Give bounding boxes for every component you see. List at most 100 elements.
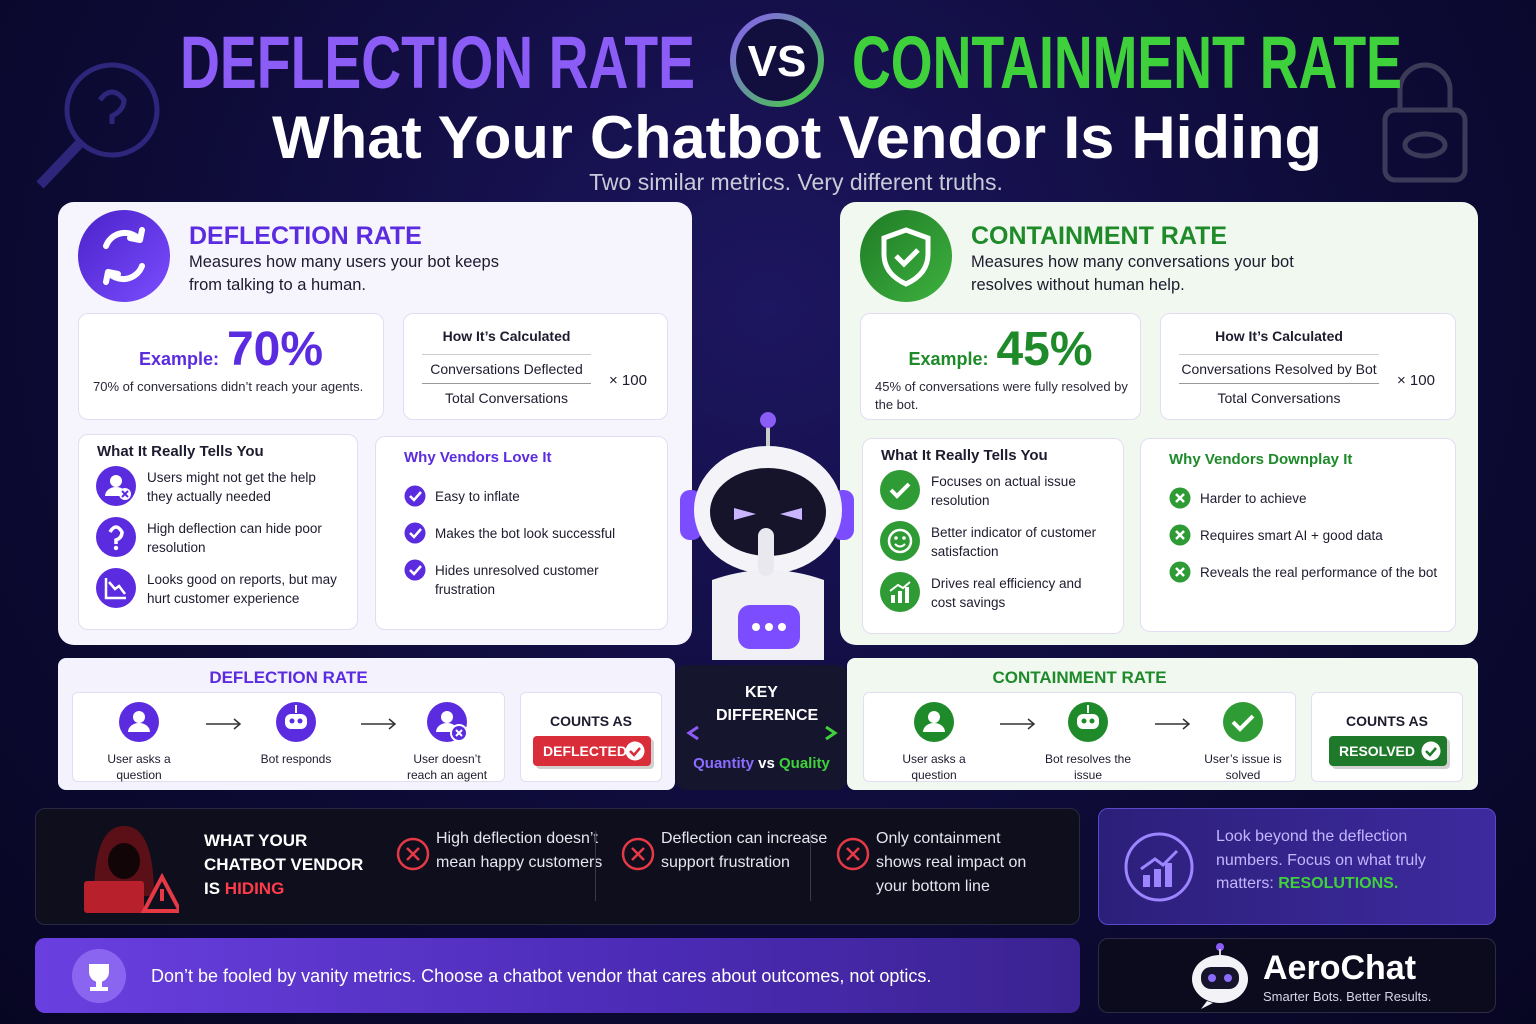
- robot: [680, 412, 854, 660]
- icon-shape: [409, 528, 422, 539]
- containment-flow: CONTAINMENT RATE User asks a question Bot …: [847, 658, 1478, 790]
- icon-shape: [1216, 943, 1224, 951]
- icon-shape: [113, 545, 119, 551]
- icon-shape: [1208, 974, 1216, 982]
- icon-shape: [1027, 718, 1036, 730]
- icon-shape: [894, 543, 906, 548]
- vendor-text: Easy to inflate: [435, 489, 520, 504]
- x-icon: [621, 837, 655, 871]
- step-label: Bot responds: [260, 752, 332, 766]
- title-right: CONTAINMENT RATE: [852, 21, 1402, 104]
- icon-shape: [825, 725, 838, 741]
- icon-shape: [140, 872, 179, 913]
- tell-icon: [879, 469, 921, 511]
- key-difference-title: KEY DIFFERENCE: [716, 684, 819, 724]
- icon-shape: [285, 714, 307, 729]
- icon-shape: [846, 847, 860, 861]
- vs-circle: [730, 13, 824, 107]
- icon-shape: [233, 718, 242, 730]
- tip-text: Look beyond the deflection numbers. Focu…: [1216, 825, 1466, 896]
- card-icon-svg: [860, 210, 952, 302]
- step-icon-svg: [427, 702, 468, 742]
- icon-shape: [1175, 530, 1185, 540]
- brand-logo: [1192, 943, 1248, 1009]
- calc-multiplier: × 100: [609, 372, 647, 389]
- hiding-title: WHAT YOUR CHATBOT VENDOR IS HIDING: [204, 829, 374, 901]
- vs-text: VS: [748, 37, 807, 86]
- tell-icon: [879, 520, 921, 562]
- step-icon-svg: [1223, 702, 1263, 742]
- icon-shape: [891, 595, 895, 603]
- step-label: User’s issue is solved: [1204, 752, 1282, 782]
- card-icon: [860, 210, 952, 302]
- icon-shape: [629, 747, 641, 757]
- tell-text: Better indicator of customer satisfactio…: [931, 525, 1097, 559]
- icon-shape: [621, 837, 655, 871]
- subtitle: What Your Chatbot Vendor Is Hiding: [272, 104, 1322, 171]
- divider: [810, 831, 811, 901]
- icon-shape: [1402, 131, 1448, 159]
- step-icon: [426, 701, 470, 745]
- vendor-text: Harder to achieve: [1200, 491, 1307, 506]
- icon-shape: [765, 623, 773, 631]
- icon-shape: [98, 89, 127, 124]
- divider: [595, 831, 596, 901]
- icon-shape: [1140, 849, 1179, 871]
- icon-shape: [108, 843, 140, 879]
- card-description: Measures how many conversations your bot…: [971, 253, 1294, 294]
- icon-shape: [388, 718, 397, 730]
- icon-shape: [1224, 974, 1232, 982]
- icon-shape: [894, 536, 898, 540]
- flow-arrow: [1000, 717, 1036, 730]
- footer-message: Don’t be fooled by vanity metrics. Choos…: [151, 966, 932, 986]
- step-label: Bot resolves the issue: [1044, 752, 1132, 782]
- vendors-title: Why Vendors Love It: [404, 449, 552, 466]
- icon-shape: [1077, 714, 1099, 729]
- hiding-point: Deflection can increase support frustrat…: [661, 830, 828, 871]
- calc-denominator: Total Conversations: [445, 390, 568, 406]
- icon-shape: [1201, 967, 1239, 989]
- icon-shape: [455, 729, 463, 737]
- calc-numerator: Conversations Deflected: [430, 361, 583, 377]
- card-heading: DEFLECTION RATE: [189, 222, 422, 250]
- hiding-banner: WHAT YOUR CHATBOT VENDOR IS HIDING High …: [35, 808, 1080, 925]
- tip-box: Look beyond the deflection numbers. Focu…: [1098, 808, 1496, 925]
- tell-icon-svg: [880, 521, 920, 561]
- icon-shape: [121, 490, 129, 498]
- icon-shape: [36, 139, 84, 189]
- icon-shape: [1201, 1001, 1213, 1009]
- tell-icon: [95, 567, 137, 609]
- tell-icon-svg: [96, 466, 136, 506]
- tell-icon-svg: [880, 572, 920, 612]
- hiding-title-text: WHAT YOUR CHATBOT VENDOR IS: [204, 831, 364, 898]
- vendor-mark: [1169, 524, 1191, 546]
- tells-title: What It Really Tells You: [97, 443, 264, 460]
- vendors-box: Why Vendors Love It Easy to inflate Makes …: [375, 436, 668, 630]
- icon-shape: [409, 565, 422, 576]
- counts-label: COUNTS AS: [550, 713, 632, 729]
- brand-name: AeroChat: [1263, 949, 1417, 987]
- icon-shape: [1231, 714, 1255, 732]
- tell-text: Looks good on reports, but may hurt cust…: [147, 572, 337, 606]
- deflection-flow: DEFLECTION RATE User asks a question Bot r…: [58, 658, 675, 790]
- icon-shape: [110, 475, 122, 487]
- tells-box: What It Really Tells You Users might not …: [78, 434, 358, 630]
- example-label: Example:: [908, 349, 989, 369]
- flow-arrow: [361, 717, 397, 730]
- icon-shape: [780, 508, 802, 520]
- tell-icon-svg: [880, 470, 920, 510]
- x-icon-svg: [396, 837, 430, 871]
- deflection-card: DEFLECTION RATE Measures how many users y…: [58, 202, 692, 645]
- icon-shape: [406, 847, 420, 861]
- icon-shape: [928, 711, 940, 723]
- icon-shape: [880, 521, 920, 561]
- flow-arrow: [1155, 717, 1191, 730]
- tells-title: What It Really Tells You: [881, 447, 1048, 464]
- step-label: User asks a question: [107, 752, 171, 782]
- example-note: 70% of conversations didn’t reach your a…: [93, 379, 364, 394]
- header: DEFLECTION RATE VS CONTAINMENT RATE What…: [36, 13, 1468, 195]
- quality: Quality: [779, 755, 830, 772]
- vendor-mark: [404, 522, 426, 544]
- calc-title: How It’s Calculated: [1215, 328, 1343, 344]
- icon-shape: [103, 263, 145, 285]
